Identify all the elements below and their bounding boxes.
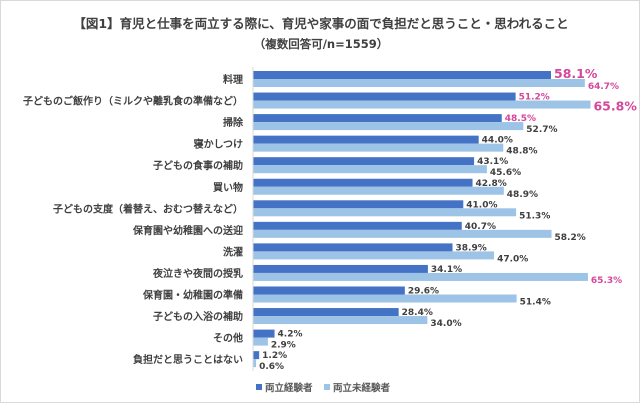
category-label: 保育園や幼稚園への送迎 [132,224,243,237]
bar-inexperienced [253,100,591,109]
value-label: 34.1% [431,265,462,275]
legend-label: 両立経験者 [265,382,313,394]
bar-inexperienced [253,272,588,281]
value-label: 0.6% [259,362,284,372]
category-label: 負担だと思うことはない [133,353,243,366]
category-label: 子どものご飯作り（ミルクや離乳食の準備など） [23,95,243,108]
category-label: 保育園・幼稚園の準備 [142,289,243,302]
bar-experienced [253,178,473,187]
category-label: 買い物 [213,181,243,194]
value-label: 65.3% [591,276,622,286]
value-label: 40.7% [465,222,496,232]
value-label: 44.0% [482,136,513,146]
category-label: 寝かしつけ [194,138,243,151]
category-label: 料理 [223,73,243,86]
value-label: 47.0% [497,254,528,264]
bar-experienced [253,221,462,230]
bar-experienced [253,286,405,295]
chart-subtitle: （複数回答可/n=1559） [253,37,389,51]
category-label: 洗濯 [223,245,243,258]
value-label: 42.8% [476,179,507,189]
chart-title: 【図1】育児と仕事を両立する際に、育児や家事の面で負担だと思うこと・思われること [73,16,569,31]
bar-inexperienced [253,359,257,368]
bar-experienced [253,157,475,166]
bar-experienced [253,135,479,144]
bar-inexperienced [253,122,524,131]
value-label: 29.6% [408,287,439,297]
value-label: 48.5% [505,114,536,124]
category-label: 子どもの食事の補助 [153,159,243,172]
value-label: 64.7% [588,82,619,92]
bar-experienced [253,264,428,273]
value-label: 28.4% [402,308,433,318]
category-label: 子どもの入浴の補助 [153,310,243,323]
value-label: 51.3% [519,211,550,221]
bar-inexperienced [253,251,495,260]
value-label: 52.7% [526,125,557,135]
bar-inexperienced [253,186,504,195]
bar-inexperienced [253,337,268,346]
value-label: 65.8% [593,99,637,114]
category-label: その他 [213,332,243,345]
bar-experienced [253,71,551,79]
legend-swatch [256,384,262,390]
bar-inexperienced [253,208,517,217]
value-label: 1.2% [262,351,287,361]
bar-experienced [253,200,464,209]
value-label: 41.0% [466,200,497,210]
value-label: 58.2% [555,233,586,243]
value-label: 43.1% [477,157,508,167]
bar-experienced [253,329,275,338]
value-label: 58.1% [554,66,598,81]
value-label: 38.9% [456,243,487,253]
category-label: 掃除 [223,116,244,129]
bar-inexperienced [253,165,487,174]
value-label: 2.9% [271,341,296,351]
bar-inexperienced [253,229,552,238]
bar-experienced [253,92,516,101]
bar-inexperienced [253,79,585,87]
category-label: 夜泣きや夜間の授乳 [152,267,243,280]
legend-label: 両立未経験者 [333,382,391,394]
bar-experienced [253,114,502,123]
bar-experienced [253,308,399,317]
category-label: 子どもの支度（着替え、おむつ替えなど） [53,202,243,215]
bar-experienced [253,243,453,252]
value-label: 48.8% [506,147,537,157]
value-label: 51.4% [520,298,551,308]
bar-experienced [253,351,260,360]
value-label: 4.2% [278,330,303,340]
value-label: 34.0% [430,319,461,329]
bar-inexperienced [253,294,517,303]
value-label: 45.6% [490,168,521,178]
bar-inexperienced [253,316,428,325]
bar-inexperienced [253,143,504,152]
value-label: 48.9% [507,190,538,200]
value-label: 51.2% [519,93,550,103]
legend-swatch [324,384,330,390]
